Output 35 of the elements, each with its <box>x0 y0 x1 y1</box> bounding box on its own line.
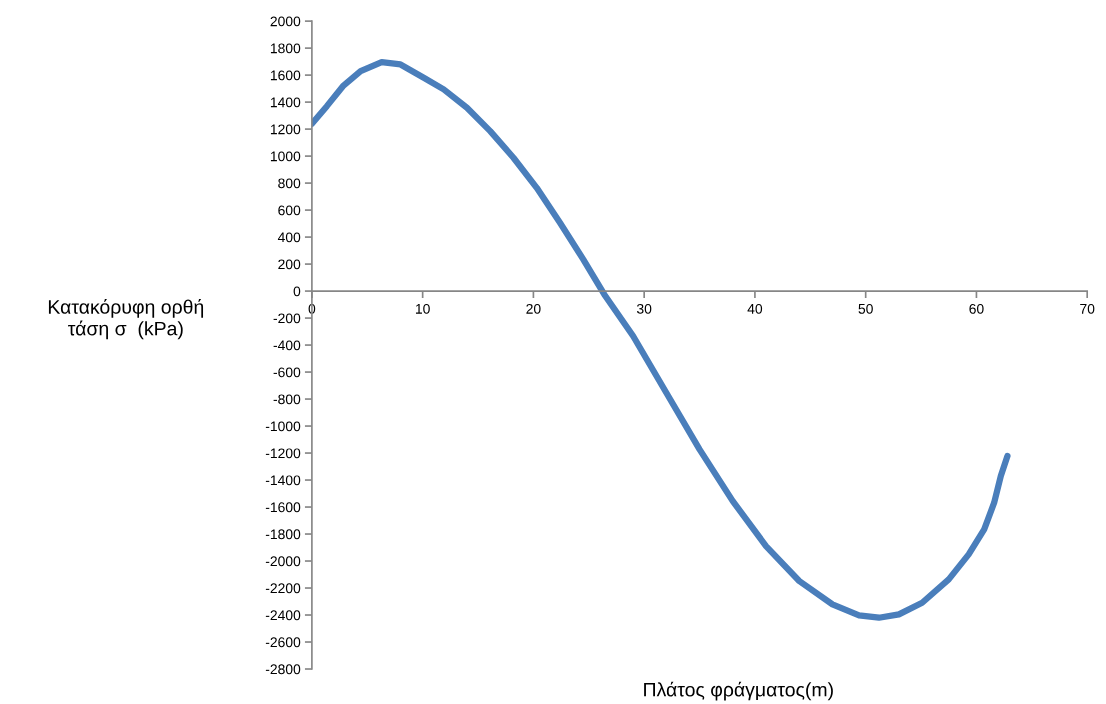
y-tick-label: 800 <box>278 178 301 189</box>
y-tick-label: -200 <box>273 313 301 324</box>
y-tick-label: 0 <box>293 286 301 297</box>
x-tick-label: 10 <box>415 303 430 314</box>
x-tick-label: 70 <box>1080 303 1095 314</box>
y-tick-label: -2000 <box>265 556 301 567</box>
x-axis-title: Πλάτος φράγματος(m) <box>644 681 833 701</box>
y-tick-label: -600 <box>273 367 301 378</box>
y-tick-label: 1600 <box>270 70 301 81</box>
y-tick-label: 1000 <box>270 151 301 162</box>
y-tick-label: -2600 <box>265 637 301 648</box>
y-tick-label: -1200 <box>265 448 301 459</box>
y-tick-label: 2000 <box>270 16 301 27</box>
y-tick-label: -1800 <box>265 529 301 540</box>
y-tick-label: -2400 <box>265 610 301 621</box>
x-tick-label: 40 <box>747 303 763 314</box>
y-tick-label: 200 <box>278 259 301 270</box>
y-tick-label: -1400 <box>265 475 301 486</box>
y-axis-title: Κατακόρυφη ορθή τάση σ (kPa) <box>48 299 204 340</box>
y-tick-label: 1400 <box>270 97 301 108</box>
y-tick-label: 1200 <box>270 124 301 135</box>
y-tick-label: -1600 <box>265 502 301 513</box>
y-tick-label: -800 <box>273 394 301 405</box>
x-tick-label: 0 <box>308 303 316 314</box>
x-tick-label: 30 <box>636 303 652 314</box>
x-tick-label: 20 <box>526 303 541 314</box>
y-tick-label: 600 <box>278 205 301 216</box>
y-tick-label: -2200 <box>265 583 301 594</box>
x-tick-label: 50 <box>858 303 873 314</box>
y-tick-label: -2800 <box>265 664 301 675</box>
y-tick-label: 1800 <box>270 43 301 54</box>
y-tick-label: 400 <box>277 232 301 243</box>
x-tick-label: 60 <box>969 303 984 314</box>
y-tick-label: -1000 <box>265 421 301 432</box>
y-tick-label: -400 <box>273 340 301 351</box>
